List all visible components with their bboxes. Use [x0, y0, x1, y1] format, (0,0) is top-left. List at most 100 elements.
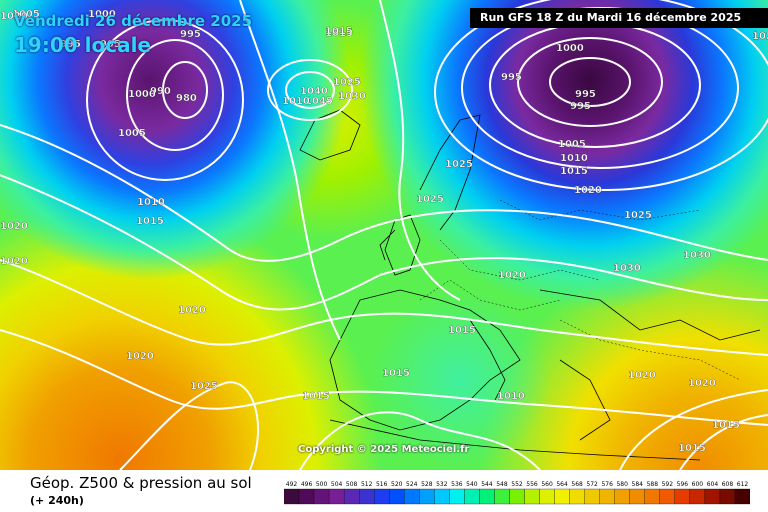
legend-color-cell — [434, 488, 450, 505]
legend-color-cell — [569, 488, 585, 505]
isobar-label: 1030 — [338, 91, 366, 102]
isobar-label: 1045 — [305, 96, 333, 107]
legend-tick-label: 492 — [286, 481, 298, 488]
isobar-label: 1000 — [128, 89, 156, 100]
legend-tick-label: 532 — [436, 481, 448, 488]
isobar-label: 1015 — [678, 443, 706, 454]
isobar-label: 1015 — [136, 216, 164, 227]
legend-tick-label: 564 — [556, 481, 568, 488]
isobar-label: 1020 — [0, 221, 28, 232]
legend-color-cell — [689, 488, 706, 505]
legend-color-cell — [659, 488, 675, 505]
legend-tick-label: 556 — [526, 481, 538, 488]
isobar-label: 1020 — [628, 370, 656, 381]
isobar-label: 1025 — [190, 381, 218, 392]
isobar-label: 1015 — [325, 26, 353, 37]
legend-color-cell — [419, 488, 435, 505]
forecast-lead-time: (+ 240h) — [30, 494, 84, 507]
legend-color-cell — [734, 488, 750, 505]
isobar-label: 1005 — [118, 128, 146, 139]
map-title: Géop. Z500 & pression au sol — [30, 474, 252, 492]
isobar-label: 1025 — [416, 194, 444, 205]
isobar-label: 1020 — [0, 256, 28, 267]
isobar-label: 1020 — [574, 185, 602, 196]
legend-color-cell — [719, 488, 736, 505]
legend-color-cell — [509, 488, 525, 505]
legend-tick-label: 520 — [391, 481, 403, 488]
color-scale-legend: 492 496 500 504 508 512 516 520 524 528 532 536 540 5… — [284, 481, 750, 505]
legend-tick-label: 496 — [301, 481, 313, 488]
isobar-label: 1020 — [752, 31, 768, 42]
isobar-label: 1030 — [613, 263, 641, 274]
isobar-label: 990 — [150, 86, 171, 97]
legend-tick-label: 560 — [541, 481, 553, 488]
legend-tick-label: 592 — [662, 481, 674, 488]
valid-date-label: Vendredi 26 décembre 2025 — [14, 12, 253, 30]
legend-tick-label: 568 — [571, 481, 583, 488]
legend-tick-label: 512 — [361, 481, 373, 488]
legend-tick-label: 584 — [632, 481, 644, 488]
isobar-label: 1030 — [683, 250, 711, 261]
isobar-label: 1010 — [137, 197, 165, 208]
legend-color-cell — [464, 488, 480, 505]
isobar-label: 1005 — [558, 139, 586, 150]
legend-tick-label: 600 — [692, 481, 704, 488]
legend-color-cell — [644, 488, 660, 505]
legend-tick-label: 508 — [346, 481, 358, 488]
legend-tick-label: 544 — [481, 481, 493, 488]
legend-color-cell — [614, 488, 630, 505]
legend-color-cell — [524, 488, 540, 505]
isobar-label: 1015 — [448, 325, 476, 336]
isobar-label: 995 — [100, 39, 121, 50]
legend-tick-label: 536 — [451, 481, 463, 488]
legend-tick-label: 572 — [586, 481, 598, 488]
legend-color-cell — [328, 488, 345, 505]
legend-color-cell — [599, 488, 615, 505]
weather-map: 1005 100099599599599098010001005101010151… — [0, 0, 768, 470]
legend-color-cell — [284, 488, 300, 505]
legend-color-cell — [449, 488, 465, 505]
legend-color-cell — [389, 488, 405, 505]
legend-tick-label: 548 — [496, 481, 508, 488]
isobar-label: 1025 — [624, 210, 652, 221]
isobar-label: 1010 — [497, 391, 525, 402]
run-info-box: Run GFS 18 Z du Mardi 16 décembre 2025 — [470, 8, 768, 28]
isobar-label: 1015 — [302, 391, 330, 402]
legend-tick-label: 612 — [737, 481, 749, 488]
isobar-label: 1000 — [556, 43, 584, 54]
isobar-label: 1025 — [333, 77, 361, 88]
isobar-label: 1020 — [752, 31, 768, 42]
legend-color-cell — [313, 488, 330, 505]
legend-tick-label: 552 — [511, 481, 523, 488]
legend-tick-label: 596 — [677, 481, 689, 488]
isobar-label: 1025 — [445, 159, 473, 170]
isobar-label: 1020 — [688, 378, 716, 389]
legend-color-cell — [479, 488, 495, 505]
legend-color-cell — [359, 488, 375, 505]
legend-color-cell — [584, 488, 600, 505]
legend-color-cell — [404, 488, 420, 505]
isobar-label: 1015 — [382, 368, 410, 379]
isobar-label: 995 — [570, 101, 591, 112]
isobar-label: 1010 — [560, 153, 588, 164]
legend-tick-labels: 492 496 500 504 508 512 516 520 524 528 532 536 540 5… — [286, 481, 749, 488]
isobar-label: 995 — [180, 29, 201, 40]
legend-color-cell — [629, 488, 645, 505]
legend-color-cell — [704, 488, 721, 505]
legend-tick-label: 528 — [421, 481, 433, 488]
isobar-label: 980 — [176, 93, 197, 104]
legend-color-cells — [284, 488, 750, 505]
isobar-label: 1040 — [300, 86, 328, 97]
isobar-label: 995 — [60, 39, 81, 50]
isobar-label: 1020 — [498, 270, 526, 281]
legend-color-cell — [374, 488, 390, 505]
isobar-label: 995 — [575, 89, 596, 100]
legend-color-cell — [539, 488, 555, 505]
legend-tick-label: 608 — [722, 481, 734, 488]
isobars — [0, 0, 768, 470]
isobar-label: 1010 — [560, 153, 588, 164]
isobar-label: 1015 — [712, 420, 740, 431]
legend-tick-label: 540 — [466, 481, 478, 488]
legend-tick-label: 500 — [316, 481, 328, 488]
